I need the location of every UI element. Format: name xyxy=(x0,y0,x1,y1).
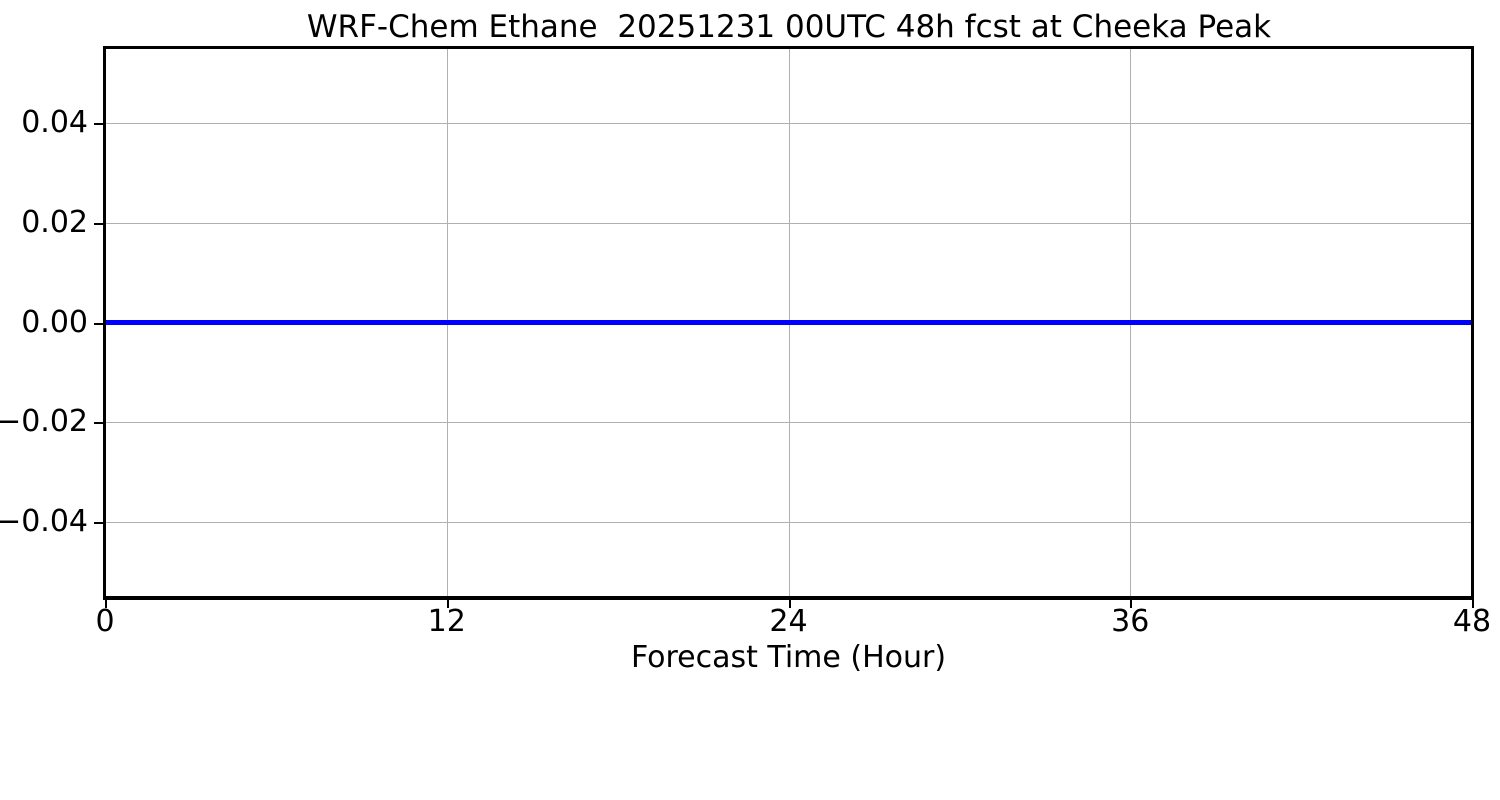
chart-title: WRF-Chem Ethane 20251231 00UTC 48h fcst … xyxy=(306,9,1272,45)
data-series-layer xyxy=(105,48,1472,597)
y-tick-label-0: 0.04 xyxy=(21,104,88,140)
axis-spine-top xyxy=(103,46,1474,49)
x-tick-mark-0 xyxy=(105,598,107,608)
y-tick-mark-4 xyxy=(94,522,105,525)
y-tick-label-3: −0.02 xyxy=(0,404,88,440)
x-tick-label-3: 36 xyxy=(1111,604,1150,639)
y-tick-label-2: 0.00 xyxy=(21,304,88,340)
x-tick-label-2: 24 xyxy=(769,604,808,639)
y-tick-label-4: −0.04 xyxy=(0,504,88,540)
y-tick-mark-2 xyxy=(94,322,105,325)
axis-spine-right xyxy=(1471,46,1474,599)
x-tick-mark-2 xyxy=(788,598,791,608)
y-axis-title-clip xyxy=(0,48,3,597)
x-tick-label-0: 0 xyxy=(95,604,115,639)
y-tick-label-1: 0.02 xyxy=(21,204,88,240)
plot-area xyxy=(105,48,1472,597)
x-tick-label-1: 12 xyxy=(427,604,466,639)
x-axis-title: Forecast Time (Hour) xyxy=(630,640,947,675)
y-tick-mark-1 xyxy=(94,222,105,225)
x-tick-mark-1 xyxy=(446,598,449,608)
x-tick-mark-4 xyxy=(1472,598,1474,608)
x-tick-label-4: 48 xyxy=(1452,604,1492,639)
x-tick-mark-3 xyxy=(1130,598,1133,608)
y-tick-mark-3 xyxy=(94,422,105,425)
y-tick-mark-0 xyxy=(94,122,105,125)
